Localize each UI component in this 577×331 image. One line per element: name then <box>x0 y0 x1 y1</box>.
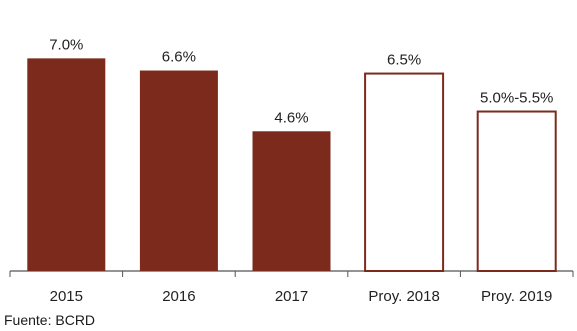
x-tick-label: Proy. 2018 <box>368 288 439 305</box>
bar-2016 <box>139 70 218 272</box>
x-tick-label: 2016 <box>162 288 195 305</box>
bar-2015 <box>27 58 106 271</box>
data-label: 7.0% <box>49 36 83 53</box>
data-label: 6.6% <box>162 49 196 66</box>
x-tick-label: Proy. 2019 <box>481 288 552 305</box>
x-tick-label: 2015 <box>50 288 83 305</box>
bar-proy-2018 <box>364 72 445 272</box>
bar-proy-2019 <box>476 110 557 272</box>
x-tick-label: 2017 <box>275 288 308 305</box>
data-label: 4.6% <box>274 109 308 126</box>
source-note: Fuente: BCRD <box>4 312 96 328</box>
data-label: 6.5% <box>387 52 421 69</box>
data-label: 5.0%-5.5% <box>480 90 553 107</box>
bar-2017 <box>252 131 331 271</box>
